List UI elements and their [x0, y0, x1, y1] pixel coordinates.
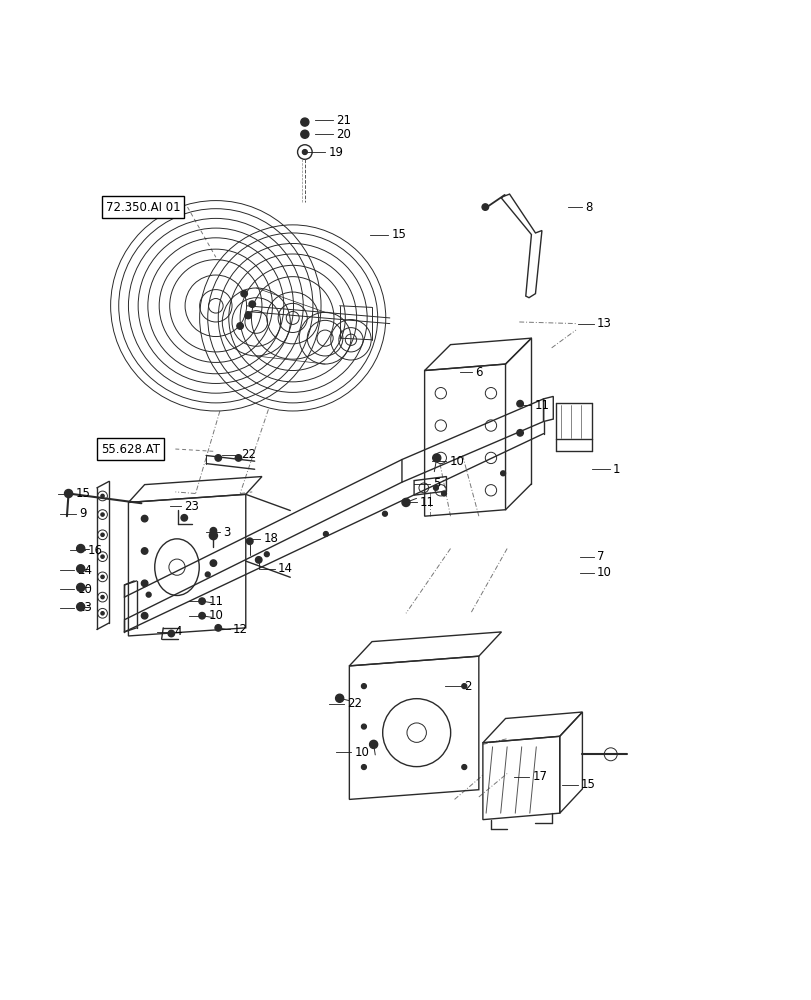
Circle shape [209, 532, 217, 540]
Circle shape [141, 612, 148, 619]
Circle shape [210, 528, 217, 534]
Circle shape [76, 583, 84, 591]
Circle shape [237, 323, 243, 329]
Circle shape [141, 548, 148, 554]
Text: 3: 3 [223, 526, 230, 539]
Text: 1: 1 [612, 463, 620, 476]
Circle shape [369, 740, 377, 748]
Text: 12: 12 [233, 623, 247, 636]
Circle shape [441, 491, 446, 496]
Circle shape [247, 538, 253, 545]
Circle shape [517, 400, 523, 407]
Text: 13: 13 [77, 601, 92, 614]
Text: 9: 9 [79, 507, 87, 520]
Circle shape [302, 150, 307, 154]
Circle shape [433, 485, 438, 490]
Text: 11: 11 [534, 399, 549, 412]
Text: 20: 20 [336, 128, 351, 141]
Text: 17: 17 [531, 770, 547, 783]
Circle shape [181, 515, 187, 521]
Text: 15: 15 [75, 487, 91, 500]
Text: 6: 6 [475, 366, 483, 379]
Text: 16: 16 [88, 544, 103, 557]
Circle shape [361, 684, 366, 689]
Text: 72.350.AI 01: 72.350.AI 01 [105, 201, 180, 214]
Circle shape [76, 603, 84, 611]
Circle shape [101, 513, 104, 516]
Circle shape [199, 612, 205, 619]
Text: 10: 10 [208, 609, 223, 622]
Text: 2: 2 [464, 680, 471, 693]
Circle shape [168, 630, 174, 637]
Text: 7: 7 [596, 550, 603, 563]
Circle shape [461, 684, 466, 689]
Text: 5: 5 [433, 477, 440, 490]
Text: 14: 14 [278, 562, 293, 575]
Circle shape [141, 515, 148, 522]
Circle shape [235, 455, 242, 461]
Circle shape [264, 552, 269, 557]
Circle shape [361, 724, 366, 729]
Circle shape [101, 555, 104, 558]
Circle shape [141, 580, 148, 587]
Text: 21: 21 [336, 114, 351, 127]
Circle shape [517, 430, 523, 436]
Circle shape [205, 572, 210, 577]
Circle shape [300, 118, 308, 126]
Text: 8: 8 [585, 201, 592, 214]
Circle shape [482, 204, 488, 210]
Text: 19: 19 [328, 146, 343, 159]
Text: 15: 15 [391, 228, 406, 241]
Circle shape [255, 557, 262, 563]
Circle shape [323, 532, 328, 536]
Circle shape [461, 765, 466, 769]
Text: 22: 22 [346, 697, 362, 710]
Circle shape [76, 565, 84, 573]
Circle shape [210, 560, 217, 566]
Text: 11: 11 [419, 496, 434, 509]
Text: 11: 11 [208, 595, 223, 608]
Text: 10: 10 [596, 566, 611, 579]
Circle shape [401, 498, 410, 506]
Circle shape [146, 592, 151, 597]
Text: 13: 13 [596, 317, 611, 330]
Text: 15: 15 [580, 778, 595, 791]
Circle shape [249, 301, 255, 307]
Circle shape [64, 489, 72, 498]
Circle shape [382, 511, 387, 516]
Circle shape [215, 625, 221, 631]
Circle shape [101, 595, 104, 599]
Text: 10: 10 [449, 455, 464, 468]
Circle shape [432, 454, 440, 462]
Text: 10: 10 [354, 746, 369, 759]
Circle shape [101, 612, 104, 615]
Circle shape [245, 312, 251, 319]
Text: 24: 24 [77, 564, 92, 577]
Text: 55.628.AT: 55.628.AT [101, 443, 160, 456]
Text: 18: 18 [264, 532, 278, 545]
Circle shape [101, 494, 104, 498]
Circle shape [500, 471, 505, 476]
Circle shape [300, 130, 308, 138]
Text: 23: 23 [184, 500, 199, 513]
Circle shape [199, 598, 205, 604]
Circle shape [101, 575, 104, 578]
Circle shape [361, 765, 366, 769]
Text: 10: 10 [77, 583, 92, 596]
Circle shape [215, 455, 221, 461]
Text: 4: 4 [174, 625, 182, 638]
Circle shape [101, 533, 104, 536]
Text: 22: 22 [241, 448, 255, 461]
Circle shape [76, 545, 84, 553]
Circle shape [241, 290, 247, 297]
Circle shape [335, 694, 343, 702]
